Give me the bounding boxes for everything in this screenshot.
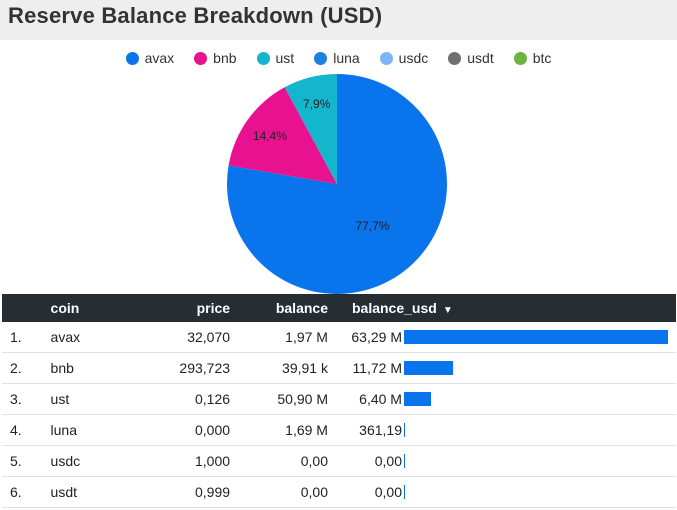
page-title: Reserve Balance Breakdown (USD) [8, 3, 383, 28]
cell-price: 1,000 [135, 445, 239, 477]
cell-balance-usd: 6,40 M [335, 383, 404, 415]
cell-coin: ust [42, 383, 136, 415]
header-balance[interactable]: balance [238, 294, 336, 322]
legend-label-btc: btc [532, 50, 552, 66]
cell-coin: usdc [42, 445, 136, 477]
legend-label-luna: luna [333, 50, 360, 66]
cell-price: 0,126 [135, 383, 239, 415]
cell-balance: 0,00 [238, 445, 336, 477]
cell-balance: 39,91 k [238, 352, 336, 384]
balance-bar-avax [403, 330, 668, 344]
legend-item-usdc[interactable]: usdc [379, 50, 429, 66]
header-price[interactable]: price [135, 294, 239, 322]
table-row[interactable]: 6. usdt 0,999 0,00 0,00 [2, 476, 676, 508]
pie-label-ust: 7,9% [303, 97, 331, 111]
table-header-row: coin price balance balance_usd ▼ [2, 294, 676, 322]
legend-swatch-usdc [379, 51, 393, 65]
cell-balance-usd: 0,00 [335, 476, 404, 508]
legend-item-ust[interactable]: ust [256, 50, 295, 66]
row-index: 2. [2, 352, 43, 384]
cell-balance-usd: 63,29 M [335, 322, 404, 353]
legend-swatch-luna [314, 51, 328, 65]
cell-price: 293,723 [135, 352, 239, 384]
legend-swatch-bnb [194, 51, 208, 65]
legend-item-luna[interactable]: luna [314, 50, 360, 66]
sort-desc-icon: ▼ [442, 305, 453, 316]
table-row[interactable]: 2. bnb 293,723 39,91 k 11,72 M [2, 352, 676, 384]
table-row[interactable]: 5. usdc 1,000 0,00 0,00 [2, 445, 676, 477]
legend-swatch-btc [513, 51, 527, 65]
cell-bar [403, 352, 676, 384]
table-row[interactable]: 1. avax 32,070 1,97 M 63,29 M [2, 322, 676, 353]
row-index: 3. [2, 383, 43, 415]
row-index: 6. [2, 476, 43, 508]
legend-label-avax: avax [144, 50, 175, 66]
cell-balance-usd: 11,72 M [335, 352, 404, 384]
balance-bar-bnb [403, 361, 453, 375]
cell-price: 0,000 [135, 414, 239, 446]
cell-balance-usd: 361,19 [335, 414, 404, 446]
legend-swatch-usdt [448, 51, 462, 65]
header-bar: Reserve Balance Breakdown (USD) [0, 0, 677, 40]
cell-coin: avax [42, 322, 136, 353]
legend-item-avax[interactable]: avax [125, 50, 175, 66]
cell-bar [403, 383, 676, 415]
pie-label-bnb: 14,4% [253, 129, 287, 143]
legend-item-btc[interactable]: btc [513, 50, 552, 66]
legend-label-ust: ust [275, 50, 295, 66]
legend-swatch-avax [125, 51, 139, 65]
chart-legend: avax bnb ust luna usdc usdt btc [0, 48, 677, 68]
header-balance-usd-label: balance_usd [351, 300, 437, 316]
cell-coin: usdt [42, 476, 136, 508]
cell-balance: 1,69 M [238, 414, 336, 446]
table-row[interactable]: 3. ust 0,126 50,90 M 6,40 M [2, 383, 676, 415]
header-index [2, 294, 43, 322]
pie-slice-ust[interactable] [284, 74, 337, 184]
cell-bar [403, 322, 676, 353]
header-coin[interactable]: coin [42, 294, 136, 322]
legend-label-usdc: usdc [398, 50, 429, 66]
cell-balance: 0,00 [238, 476, 336, 508]
balance-bar-ust [403, 392, 431, 406]
legend-swatch-ust [256, 51, 270, 65]
cell-coin: luna [42, 414, 136, 446]
cell-balance: 50,90 M [238, 383, 336, 415]
balance-table: coin price balance balance_usd ▼ 1. avax 32… [2, 294, 676, 508]
cell-bar [403, 445, 676, 477]
cell-bar [403, 476, 676, 508]
legend-item-usdt[interactable]: usdt [448, 50, 494, 66]
pie-label-avax: 77,7% [355, 219, 389, 233]
pie-chart: 77,7% 14,4% 7,9% [227, 74, 448, 294]
row-index: 4. [2, 414, 43, 446]
pie-slice-bnb[interactable] [228, 87, 337, 184]
cell-balance: 1,97 M [238, 322, 336, 353]
legend-label-usdt: usdt [467, 50, 494, 66]
header-balance-usd[interactable]: balance_usd ▼ [335, 294, 676, 322]
balance-bar-luna [403, 423, 405, 437]
row-index: 5. [2, 445, 43, 477]
legend-label-bnb: bnb [213, 50, 237, 66]
cell-bar [403, 414, 676, 446]
cell-price: 32,070 [135, 322, 239, 353]
balance-bar-usdt [403, 485, 405, 499]
cell-coin: bnb [42, 352, 136, 384]
balance-bar-usdc [403, 454, 405, 468]
cell-balance-usd: 0,00 [335, 445, 404, 477]
table-row[interactable]: 4. luna 0,000 1,69 M 361,19 [2, 414, 676, 446]
row-index: 1. [2, 322, 43, 353]
legend-item-bnb[interactable]: bnb [194, 50, 237, 66]
cell-price: 0,999 [135, 476, 239, 508]
